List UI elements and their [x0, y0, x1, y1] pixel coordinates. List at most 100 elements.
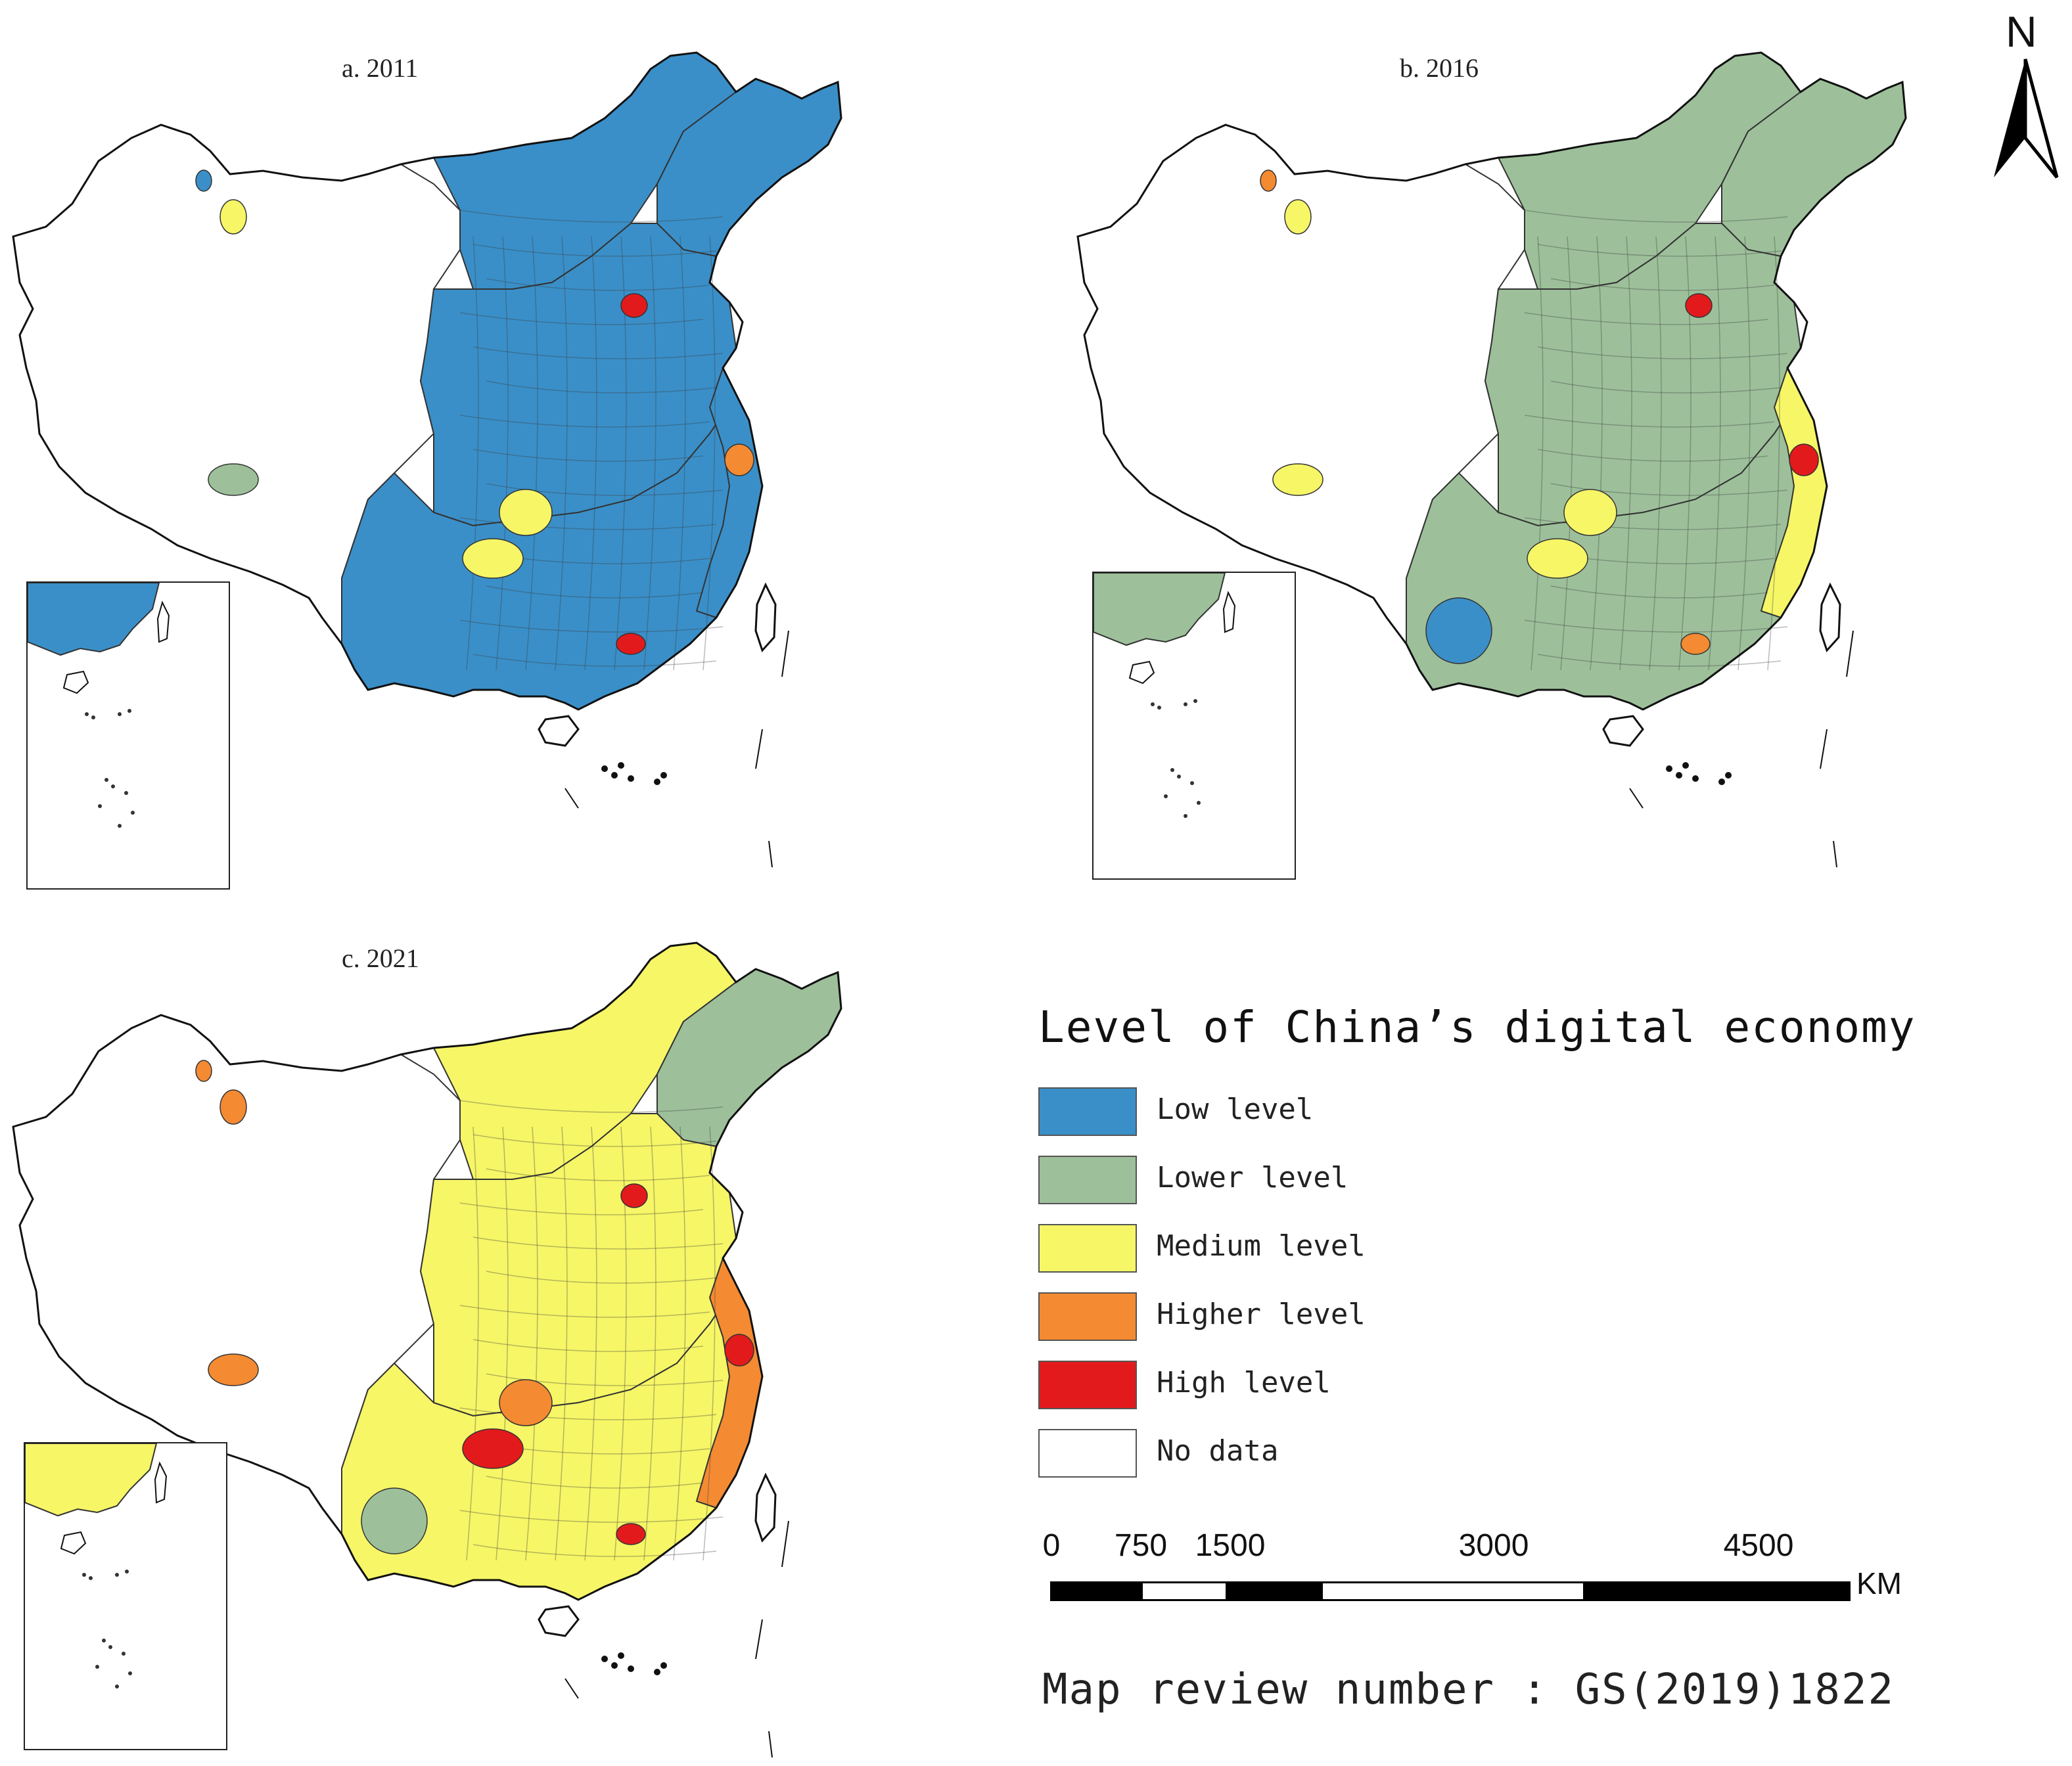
scale-tick-label: 0 — [1042, 1528, 1061, 1563]
region-shanghai — [1789, 443, 1819, 476]
region-shanghai — [724, 443, 754, 476]
inset-taiwan — [1222, 591, 1236, 633]
region-shanghai — [724, 1334, 754, 1367]
scale-segment — [1228, 1581, 1321, 1601]
legend: Level of China’s digital economy Low lev… — [1038, 1002, 1916, 1478]
maritime-boundary-dash-4 — [768, 840, 773, 868]
region-sichuan — [462, 538, 524, 579]
legend-label: Low level — [1157, 1093, 1314, 1126]
legend-swatch — [1038, 1292, 1137, 1341]
south-china-sea-inset — [1092, 572, 1296, 880]
inset-mainland — [1094, 573, 1226, 646]
region-tibet-spot — [208, 463, 259, 496]
inset-hainan — [1128, 660, 1155, 685]
inset-taiwan — [156, 600, 170, 643]
north-arrow-icon — [1994, 58, 2059, 179]
scale-tick-label: 1500 — [1195, 1528, 1266, 1563]
region-xinjiang-spot2 — [195, 1060, 212, 1082]
taiwan — [1819, 582, 1841, 652]
south-china-sea-islands — [601, 1652, 667, 1675]
maritime-boundary-dash-3 — [564, 1678, 579, 1699]
taiwan — [754, 582, 777, 652]
region-guangzhou — [1680, 633, 1711, 655]
region-yunnan — [1425, 597, 1492, 664]
scale-segment — [1321, 1581, 1585, 1601]
map-panel-b: b. 2016 — [1065, 39, 1919, 900]
country-outline — [1076, 51, 1907, 711]
china-map — [12, 941, 842, 1758]
map-panel-a: a. 2011 — [0, 39, 854, 900]
map-review-number: Map review number : GS(2019)1822 — [1042, 1665, 1895, 1714]
map-title: c. 2021 — [342, 943, 419, 973]
region-xinjiang-spot2 — [195, 170, 212, 192]
region-beijing — [1685, 293, 1713, 318]
maritime-boundary-dash-2 — [755, 729, 763, 769]
maritime-boundary-dash-1 — [781, 630, 789, 677]
scale-tick-label: 750 — [1114, 1528, 1168, 1563]
region-xinjiang-spot2 — [1260, 170, 1277, 192]
maritime-boundary-dash-4 — [1833, 840, 1837, 868]
scale-bar: 0 750 1500 3000 4500 KM — [1038, 1528, 1902, 1619]
legend-label: Medium level — [1157, 1229, 1366, 1263]
legend-label: High level — [1157, 1366, 1331, 1399]
scale-segment — [1585, 1581, 1851, 1601]
map-title: b. 2016 — [1400, 53, 1479, 83]
region-hubei — [1563, 489, 1617, 536]
legend-swatch — [1038, 1361, 1137, 1409]
inset-hainan — [62, 670, 89, 694]
south-china-sea-inset — [26, 581, 230, 890]
hainan — [538, 715, 580, 747]
legend-swatch — [1038, 1224, 1137, 1273]
legend-title: Level of China’s digital economy — [1038, 1002, 1916, 1053]
country-outline — [12, 51, 842, 711]
scale-tick-label: 4500 — [1723, 1528, 1794, 1563]
scale-tick-label: 3000 — [1458, 1528, 1529, 1563]
taiwan — [754, 1472, 777, 1543]
maritime-boundary-dash-3 — [564, 788, 579, 809]
prefecture-boundaries — [1524, 210, 1788, 671]
legend-label: No data — [1157, 1434, 1279, 1468]
region-yunnan — [361, 1487, 428, 1554]
region-tibet-spot — [1272, 463, 1324, 496]
region-sichuan — [462, 1428, 524, 1469]
north-arrow: N — [1985, 7, 2063, 184]
scale-segment — [1141, 1581, 1228, 1601]
inset-mainland — [28, 583, 160, 656]
maritime-boundary-dash-2 — [755, 1619, 763, 1660]
region-hubei — [499, 1379, 553, 1426]
region-guangzhou — [616, 633, 646, 655]
region-sichuan — [1527, 538, 1588, 579]
china-map — [1076, 51, 1907, 868]
scale-unit: KM — [1856, 1566, 1902, 1600]
region-beijing — [620, 293, 648, 318]
north-label: N — [2006, 7, 2037, 56]
inset-islands — [1151, 699, 1201, 818]
region-xinjiang-spot — [1284, 199, 1312, 235]
legend-swatch — [1038, 1156, 1137, 1204]
maritime-boundary-dash-2 — [1820, 729, 1828, 769]
region-tibet-spot — [208, 1353, 259, 1386]
south-china-sea-islands — [1666, 762, 1732, 785]
region-xinjiang-spot — [219, 199, 247, 235]
maritime-boundary-dash-1 — [781, 1520, 789, 1568]
inset-mainland — [25, 1443, 158, 1517]
map-panel-c: c. 2021 — [0, 930, 854, 1764]
country-outline — [12, 941, 842, 1601]
inset-islands — [82, 1570, 132, 1688]
legend-label: Higher level — [1157, 1298, 1366, 1331]
region-hubei — [499, 489, 553, 536]
legend-swatch — [1038, 1429, 1137, 1478]
maritime-boundary-dash-1 — [1846, 630, 1854, 677]
scale-segment — [1050, 1581, 1141, 1601]
inset-hainan — [60, 1531, 87, 1555]
hainan — [538, 1605, 580, 1637]
prefecture-boundaries — [459, 1100, 724, 1561]
map-title: a. 2011 — [342, 53, 419, 83]
inset-islands — [85, 709, 135, 828]
china-map — [12, 51, 842, 868]
region-guangzhou — [616, 1523, 646, 1545]
maritime-boundary-dash-3 — [1629, 788, 1644, 809]
prefecture-boundaries — [459, 210, 724, 671]
maritime-boundary-dash-4 — [768, 1731, 773, 1758]
region-beijing — [620, 1183, 648, 1208]
